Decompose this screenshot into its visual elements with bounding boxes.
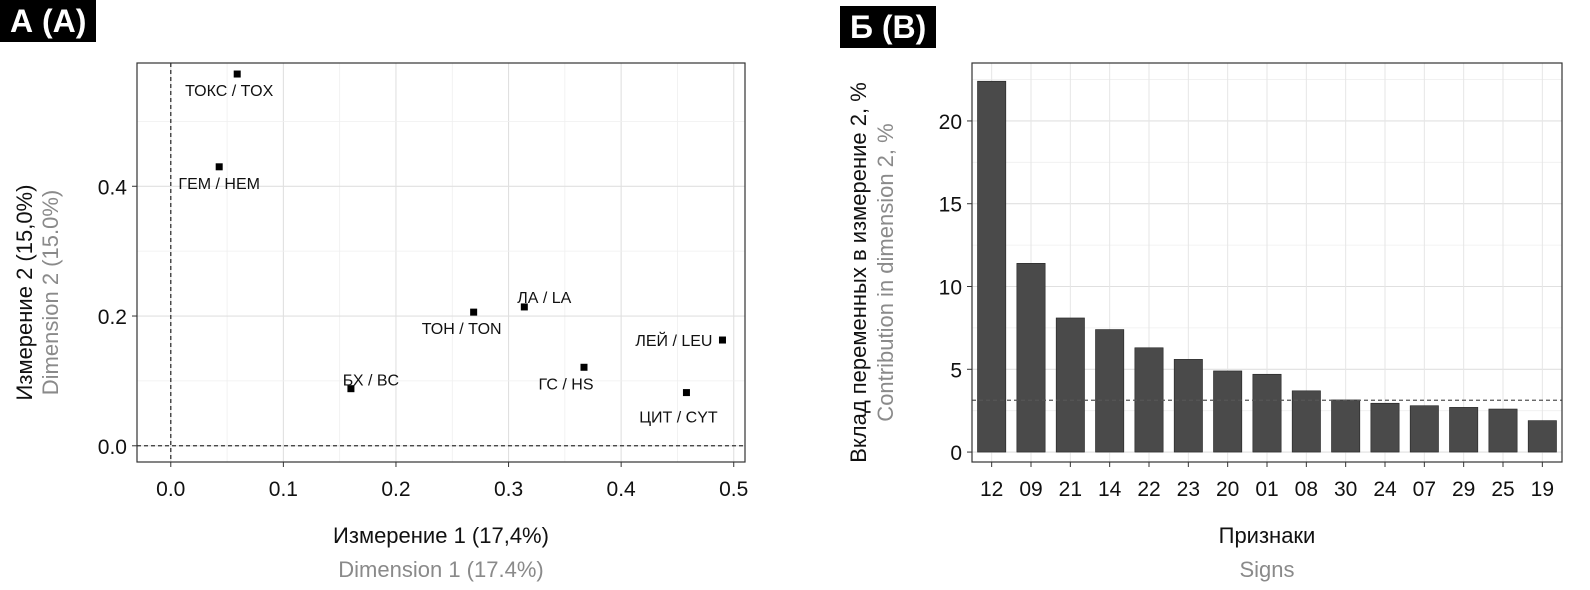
scatter-x-tick-label: 0.0 [156,478,185,501]
bar-x-tick-label: 30 [1334,478,1357,501]
bar [1291,390,1321,453]
scatter-point [470,308,478,316]
panel-label-b: Б (B) [840,6,937,48]
panel-label-a: А (A) [0,0,97,42]
bar-x-tick-label: 19 [1531,478,1554,501]
scatter-x-tick-label: 0.4 [607,478,637,501]
bar [1331,399,1361,453]
bar-x-tick-label: 21 [1059,478,1082,501]
bar-x-axis-title: Признаки [1219,523,1316,548]
bar-x-tick-label: 20 [1216,478,1239,501]
bar-y-tick-label: 10 [939,277,962,300]
scatter-point-label: ГС / HS [538,376,593,393]
bar [1488,408,1518,453]
scatter-y-axis-title-en: Dimension 2 (15.0%) [38,190,63,395]
bar-y-tick-label: 5 [950,359,962,382]
bar [1409,405,1439,453]
scatter-y-tick-label: 0.0 [98,436,127,459]
bar [1527,420,1557,453]
bar-y-tick-label: 20 [939,111,962,134]
bar-x-tick-label: 22 [1137,478,1160,501]
bar-x-tick-label: 12 [980,478,1003,501]
bar-x-tick-label: 24 [1373,478,1397,501]
scatter-y-tick-label: 0.2 [98,306,127,329]
scatter-point-label: БХ / BC [343,373,399,390]
scatter-point [520,303,528,311]
bar-x-tick-label: 14 [1098,478,1122,501]
bar [1213,370,1243,453]
scatter-plot-area [137,63,745,462]
bar-x-ticks: 12 09 21 14 22 23 20 01 08 30 24 07 29 25 19 [980,462,1554,501]
scatter-x-tick-label: 0.1 [269,478,298,501]
bar-x-tick-label: 07 [1413,478,1436,501]
scatter-x-tick-label: 0.2 [381,478,410,501]
bar-x-axis-title-en: Signs [1239,557,1294,582]
bar-x-tick-label: 09 [1019,478,1042,501]
bar-x-tick-label: 08 [1295,478,1318,501]
bar-x-tick-label: 23 [1177,478,1200,501]
bar-y-tick-label: 0 [950,442,962,465]
scatter-point [215,163,223,171]
bar-x-tick-label: 29 [1452,478,1475,501]
bar-y-axis-title-en: Contribution in dimension 2, % [873,123,898,421]
bar [1055,317,1085,453]
bar-series [977,80,1557,453]
scatter-panel: ТОКС / TOX ГЕМ / HEM ЛА / LA ТОН / TON ЛЕЙ /… [12,62,748,582]
scatter-x-axis-title: Измерение 1 (17,4%) [333,523,549,548]
bar-x-tick-label: 01 [1255,478,1278,501]
scatter-y-tick-label: 0.4 [98,176,128,199]
bar [1095,329,1125,453]
scatter-point [580,363,588,371]
scatter-points: ТОКС / TOX ГЕМ / HEM ЛА / LA ТОН / TON ЛЕЙ /… [178,70,726,427]
scatter-y-axis-title: Измерение 2 (15,0%) [12,185,37,401]
scatter-point-label: ЦИТ / CYT [639,410,718,427]
bar [1252,373,1282,453]
scatter-point [233,70,241,78]
bar [1016,263,1046,453]
bar [1449,407,1479,453]
scatter-point-label: ТОН / TON [422,321,502,338]
bar [1370,402,1400,453]
scatter-point [682,389,690,397]
scatter-x-tick-label: 0.3 [494,478,523,501]
scatter-point-label: ГЕМ / HEM [178,176,260,193]
bar-y-tick-label: 15 [939,194,962,217]
scatter-point-label: ТОКС / TOX [185,83,273,100]
scatter-point [718,336,726,344]
scatter-x-tick-label: 0.5 [719,478,748,501]
bar-y-ticks: 0 5 10 15 20 [939,111,972,465]
scatter-point [347,385,355,393]
bar-x-tick-label: 25 [1491,478,1514,501]
scatter-x-axis-title-en: Dimension 1 (17.4%) [338,557,543,582]
scatter-point-label: ЛЕЙ / LEU [635,331,712,350]
bar [977,80,1007,453]
scatter-reference-lines [137,63,745,462]
scatter-x-ticks: 0.0 0.1 0.2 0.3 0.4 0.5 [156,462,748,501]
bar-panel: 12 09 21 14 22 23 20 01 08 30 24 07 29 25 19 05101520 … [846,62,1563,582]
bar-y-axis-title: Вклад переменных в измерение 2, % [846,82,871,463]
scatter-y-ticks: 0.0 0.2 0.4 [98,176,137,459]
scatter-frame [136,62,746,463]
scatter-point-label: ЛА / LA [517,290,571,307]
bar [1173,359,1203,453]
